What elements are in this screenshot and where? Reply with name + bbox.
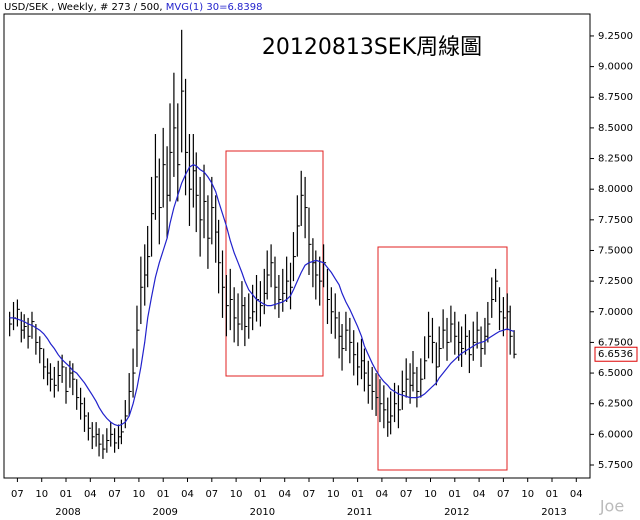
header-ma: MVG(1) 30=6.8398 — [166, 2, 263, 13]
header: USD/SEK , Weekly, # 273 / 500, MVG(1) 30… — [4, 2, 262, 13]
x-tick-label: 04 — [278, 489, 291, 500]
y-tick-label: 8.0000 — [598, 184, 633, 195]
x-tick-label: 10 — [521, 489, 534, 500]
x-tick-label: 10 — [230, 489, 243, 500]
last-price-label: 6.6536 — [598, 349, 633, 360]
x-year-label: 2011 — [347, 507, 372, 518]
x-tick-label: 01 — [546, 489, 559, 500]
x-tick-label: 01 — [351, 489, 364, 500]
x-tick-label: 01 — [157, 489, 170, 500]
y-tick-label: 7.0000 — [598, 307, 633, 318]
x-tick-label: 01 — [60, 489, 73, 500]
x-tick-label: 07 — [205, 489, 218, 500]
x-tick-label: 04 — [376, 489, 389, 500]
x-year-label: 2008 — [55, 507, 80, 518]
y-tick-label: 8.5000 — [598, 123, 633, 134]
x-year-label: 2013 — [541, 507, 566, 518]
x-year-label: 2012 — [444, 507, 469, 518]
x-year-label: 2010 — [250, 507, 275, 518]
y-tick-label: 7.5000 — [598, 245, 633, 256]
chart-title: 20120813SEK周線圖 — [262, 35, 482, 60]
y-tick-label: 6.2500 — [598, 399, 633, 410]
y-tick-label: 7.7500 — [598, 215, 633, 226]
y-tick-label: 8.2500 — [598, 154, 633, 165]
x-tick-label: 04 — [84, 489, 97, 500]
y-tick-label: 7.2500 — [598, 276, 633, 287]
x-tick-label: 07 — [303, 489, 316, 500]
x-tick-label: 07 — [497, 489, 510, 500]
y-tick-label: 9.0000 — [598, 62, 633, 73]
y-tick-label: 9.2500 — [598, 31, 633, 42]
x-tick-label: 04 — [181, 489, 194, 500]
x-tick-label: 07 — [108, 489, 121, 500]
x-tick-label: 04 — [473, 489, 486, 500]
x-tick-label: 07 — [11, 489, 24, 500]
y-tick-label: 6.7500 — [598, 337, 633, 348]
x-tick-label: 10 — [327, 489, 340, 500]
x-tick-label: 10 — [424, 489, 437, 500]
watermark: Joe — [599, 497, 624, 516]
x-tick-label: 10 — [35, 489, 48, 500]
x-year-label: 2009 — [152, 507, 177, 518]
y-tick-label: 8.7500 — [598, 92, 633, 103]
y-tick-label: 6.5000 — [598, 368, 633, 379]
header-symbol: USD/SEK , Weekly, # 273 / 500, — [4, 2, 163, 13]
x-tick-label: 10 — [133, 489, 146, 500]
highlight-box — [377, 246, 508, 471]
x-tick-label: 04 — [570, 489, 583, 500]
x-tick-label: 01 — [254, 489, 267, 500]
last-price-box — [594, 346, 638, 362]
moving-average — [9, 164, 515, 427]
y-tick-label: 6.0000 — [598, 429, 633, 440]
x-tick-label: 01 — [448, 489, 461, 500]
x-tick-label: 07 — [400, 489, 413, 500]
y-tick-label: 5.7500 — [598, 460, 633, 471]
